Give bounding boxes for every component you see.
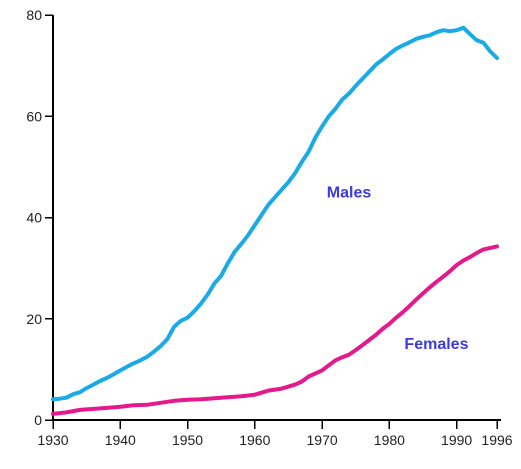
x-tick-label: 1970 <box>307 432 338 448</box>
y-tick-label: 80 <box>26 7 42 23</box>
x-tick-label: 1996 <box>481 432 512 448</box>
series-line-females <box>51 244 499 416</box>
series-line-males <box>51 25 499 402</box>
x-tick-label: 1940 <box>105 432 136 448</box>
y-tick-label: 60 <box>26 108 42 124</box>
x-tick-label: 1990 <box>441 432 472 448</box>
axes: 0 20 40 60 80 1930 1940 1950 1960 1970 1980 1990 199… <box>26 7 512 448</box>
series-label-males: Males <box>327 184 372 201</box>
series-label-females: Females <box>404 336 468 353</box>
y-tick-label: 40 <box>26 210 42 226</box>
annotations: Males Females <box>327 184 469 353</box>
x-tick-label: 1980 <box>374 432 405 448</box>
x-tick-label: 1930 <box>37 432 68 448</box>
y-tick-label: 20 <box>26 311 42 327</box>
series-group <box>51 25 499 416</box>
x-tick-label: 1950 <box>172 432 203 448</box>
x-tick-label: 1960 <box>239 432 270 448</box>
y-tick-label: 0 <box>34 412 42 428</box>
